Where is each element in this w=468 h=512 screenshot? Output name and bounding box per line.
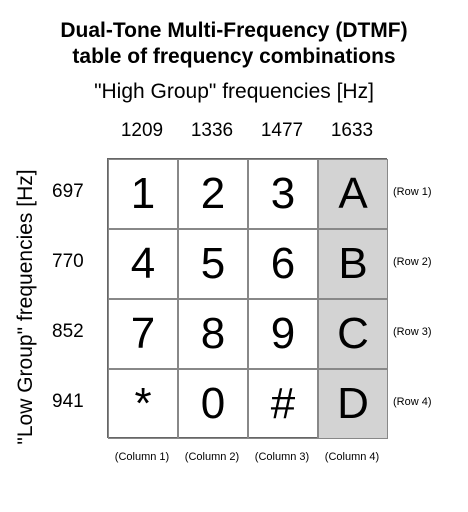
column-label-3: (Column 3) bbox=[254, 451, 310, 463]
row-label-2: (Row 2) bbox=[393, 256, 432, 268]
row-label-4: (Row 4) bbox=[393, 396, 432, 408]
key-hash: # bbox=[248, 369, 318, 439]
low-frequency-3: 852 bbox=[52, 321, 84, 342]
title-line-2: table of frequency combinations bbox=[72, 45, 396, 68]
key-b: B bbox=[318, 229, 388, 299]
key-3: 3 bbox=[248, 159, 318, 229]
title-line-1: Dual-Tone Multi-Frequency (DTMF) bbox=[60, 19, 408, 42]
high-frequency-4: 1633 bbox=[330, 120, 374, 141]
column-label-4: (Column 4) bbox=[324, 451, 380, 463]
high-group-label: "High Group" frequencies [Hz] bbox=[94, 80, 374, 103]
key-9: 9 bbox=[248, 299, 318, 369]
low-frequency-1: 697 bbox=[52, 181, 84, 202]
column-label-1: (Column 1) bbox=[114, 451, 170, 463]
key-c: C bbox=[318, 299, 388, 369]
high-frequency-1: 1209 bbox=[120, 120, 164, 141]
key-0: 0 bbox=[178, 369, 248, 439]
key-4: 4 bbox=[108, 229, 178, 299]
key-a: A bbox=[318, 159, 388, 229]
key-d: D bbox=[318, 369, 388, 439]
key-star: * bbox=[108, 369, 178, 439]
high-frequency-2: 1336 bbox=[190, 120, 234, 141]
row-label-1: (Row 1) bbox=[393, 186, 432, 198]
row-label-3: (Row 3) bbox=[393, 326, 432, 338]
column-label-2: (Column 2) bbox=[184, 451, 240, 463]
key-1: 1 bbox=[108, 159, 178, 229]
key-7: 7 bbox=[108, 299, 178, 369]
key-5: 5 bbox=[178, 229, 248, 299]
low-group-label: "Low Group" frequencies [Hz] bbox=[14, 169, 37, 445]
key-8: 8 bbox=[178, 299, 248, 369]
dtmf-keypad-grid: 1 2 3 A 4 5 6 B 7 8 9 C * 0 # D bbox=[107, 158, 388, 439]
low-frequency-2: 770 bbox=[52, 251, 84, 272]
high-frequency-3: 1477 bbox=[260, 120, 304, 141]
key-6: 6 bbox=[248, 229, 318, 299]
low-frequency-4: 941 bbox=[52, 391, 84, 412]
key-2: 2 bbox=[178, 159, 248, 229]
